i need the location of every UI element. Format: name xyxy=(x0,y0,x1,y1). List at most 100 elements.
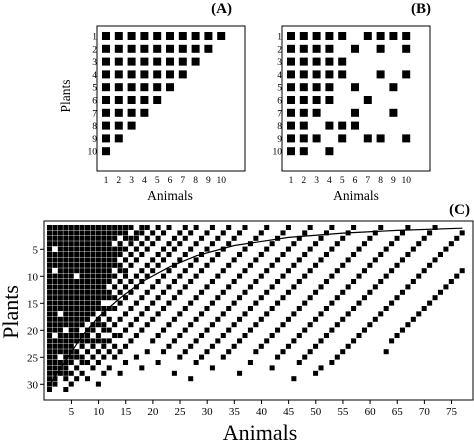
panel-c-cell xyxy=(112,354,118,360)
panel-c-cell xyxy=(68,343,74,349)
panel-c-cell xyxy=(123,295,129,301)
panel-a-cell xyxy=(178,32,187,40)
panel-c-cell xyxy=(101,230,107,236)
panel-a-x-tick-label: 2 xyxy=(116,176,121,186)
panel-c-cell xyxy=(258,343,264,349)
panel-c-cell xyxy=(106,225,112,230)
panel-c-cell xyxy=(139,225,145,230)
panel-c-cell xyxy=(161,306,167,311)
panel-c-cell xyxy=(242,268,248,274)
panel-b-cell xyxy=(376,44,385,53)
panel-c-cell xyxy=(318,338,324,344)
panel-c-y-tick-label: 20 xyxy=(27,325,39,337)
panel-c-cell xyxy=(204,284,210,290)
panel-c-cell xyxy=(291,284,297,290)
panel-b-cell xyxy=(402,134,411,143)
panel-c-cell xyxy=(161,230,167,236)
panel-c-cell xyxy=(47,311,53,317)
panel-c-cell xyxy=(74,246,80,252)
panel-b-x-tick-label: 7 xyxy=(365,176,370,186)
panel-c-cell xyxy=(302,230,308,236)
panel-c-cell xyxy=(101,279,107,284)
panel-c-cell xyxy=(264,289,270,295)
panel-b-cell xyxy=(325,96,334,104)
panel-c-cell xyxy=(79,268,85,274)
panel-c-cell xyxy=(95,295,101,301)
panel-c-cells xyxy=(47,225,465,392)
panel-c-cell xyxy=(85,316,91,322)
panel-b-y-tick-label: 6 xyxy=(277,97,282,107)
panel-c-cell xyxy=(95,262,101,268)
panel-c-cell xyxy=(247,327,253,333)
panel-c-y-tick-label: 5 xyxy=(33,244,39,256)
panel-c-cell xyxy=(144,349,150,355)
panel-c-cell xyxy=(74,279,80,284)
panel-c-x-tick-label: 20 xyxy=(147,406,159,418)
panel-c-cell xyxy=(405,225,411,230)
panel-c-cell xyxy=(188,246,194,252)
panel-c-cell xyxy=(410,316,416,322)
panel-c-cell xyxy=(171,246,177,252)
panel-c-cell xyxy=(123,246,129,252)
panel-b-cell xyxy=(325,83,334,92)
panel-c-cell xyxy=(68,252,74,257)
panel-c-cell xyxy=(57,338,63,344)
panel-a-cell xyxy=(114,121,123,130)
panel-c-cell xyxy=(367,235,373,241)
panel-c-cell xyxy=(318,284,324,290)
panel-c-x-tick-label: 75 xyxy=(446,406,458,418)
panel-b-y-tick-label: 8 xyxy=(277,122,282,132)
panel-c-cell xyxy=(318,311,324,317)
panel-c-cell xyxy=(117,262,123,268)
panel-c-cell xyxy=(106,279,112,284)
panel-b-cell xyxy=(312,32,321,40)
panel-c-cell xyxy=(275,235,281,241)
panel-c-cell xyxy=(68,295,74,301)
panel-c-cell xyxy=(57,343,63,349)
panel-c-cell xyxy=(323,306,329,311)
panel-c-cell xyxy=(237,338,243,344)
panel-b-cell xyxy=(287,70,295,79)
panel-c-cell xyxy=(188,230,194,236)
panel-a-cell xyxy=(114,83,123,92)
panel-c-cell xyxy=(123,235,129,241)
panel-c-cell xyxy=(378,311,384,317)
panel-c-cell xyxy=(171,279,177,284)
panel-c-cell xyxy=(117,300,123,306)
panel-b-cell xyxy=(312,44,321,53)
panel-c-cell xyxy=(199,354,205,360)
panel-c-cell xyxy=(101,235,107,241)
panel-c-cell xyxy=(90,230,96,236)
panel-c-cell xyxy=(68,322,74,328)
panel-c-cell xyxy=(101,246,107,252)
panel-c-cell xyxy=(209,365,215,371)
panel-c-cell xyxy=(106,306,112,311)
panel-a-cell xyxy=(140,57,149,66)
panel-a-y-tick-label: 3 xyxy=(92,58,97,68)
panel-c-cell xyxy=(144,322,150,328)
panel-c-cell xyxy=(52,322,58,328)
panel-c-cell xyxy=(74,327,80,333)
panel-c-cell xyxy=(101,338,107,344)
panel-c-cell xyxy=(226,241,232,247)
panel-c-cell xyxy=(101,225,107,230)
panel-c-cell xyxy=(171,316,177,322)
panel-c-cell xyxy=(155,333,161,338)
panel-b-y-tick-label: 7 xyxy=(277,109,282,119)
panel-c-cell xyxy=(334,295,340,301)
panel-a-cell xyxy=(191,57,200,66)
panel-c-cell xyxy=(437,252,443,257)
panel-a-cell xyxy=(127,83,136,92)
panel-c-cell xyxy=(204,230,210,236)
panel-c-cell xyxy=(128,241,134,247)
panel-c-cell xyxy=(399,257,405,263)
panel-b-cell xyxy=(287,121,295,130)
panel-c-cell xyxy=(47,327,53,333)
panel-b-cell xyxy=(299,44,308,53)
panel-c-cell xyxy=(79,360,85,365)
panel-c-cell xyxy=(112,284,118,290)
panel-c-cell xyxy=(128,235,134,241)
panel-c-cell xyxy=(68,338,74,344)
panel-c-cell xyxy=(74,349,80,355)
panel-c-cell xyxy=(106,268,112,274)
